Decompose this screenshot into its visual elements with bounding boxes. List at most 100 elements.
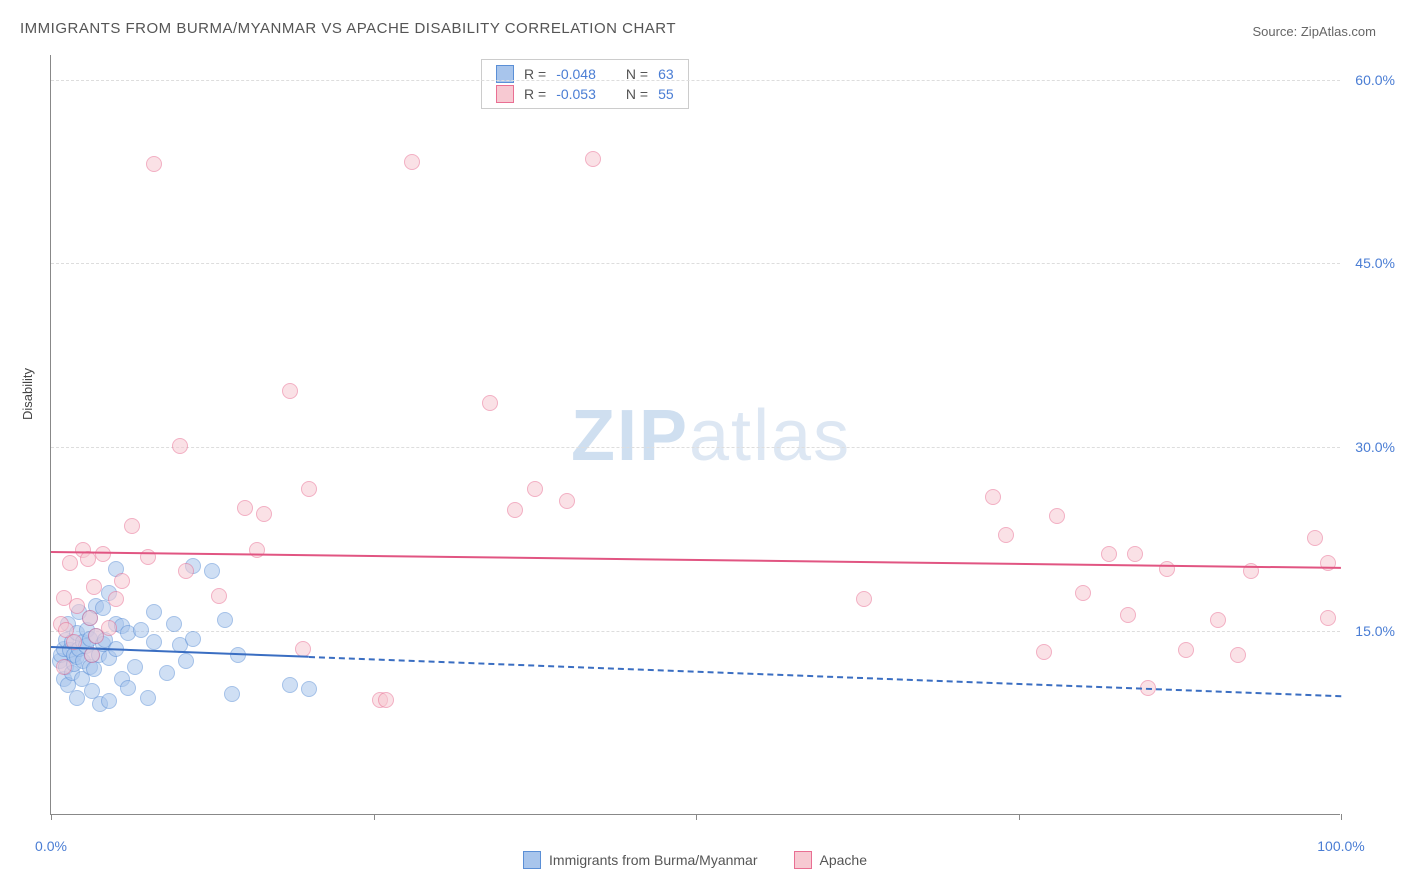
scatter-point-apache <box>69 598 85 614</box>
scatter-point-apache <box>56 659 72 675</box>
scatter-point-burma <box>133 622 149 638</box>
scatter-point-apache <box>82 610 98 626</box>
watermark-bold: ZIP <box>571 396 689 476</box>
scatter-point-apache <box>1307 530 1323 546</box>
legend-swatch-burma <box>523 851 541 869</box>
r-label: R = <box>524 86 546 102</box>
scatter-point-apache <box>140 549 156 565</box>
scatter-point-apache <box>95 546 111 562</box>
y-axis-title: Disability <box>20 368 35 420</box>
bottom-legend-item-apache: Apache <box>794 851 867 869</box>
trend-line-burma-dashed <box>309 656 1341 697</box>
scatter-point-apache <box>998 527 1014 543</box>
scatter-point-apache <box>507 502 523 518</box>
scatter-point-burma <box>146 634 162 650</box>
scatter-point-apache <box>1320 610 1336 626</box>
legend-swatch-apache <box>794 851 812 869</box>
scatter-point-apache <box>211 588 227 604</box>
n-label: N = <box>626 86 648 102</box>
legend-stats-row-burma: R = -0.048N = 63 <box>496 64 674 84</box>
scatter-point-apache <box>124 518 140 534</box>
scatter-point-apache <box>1230 647 1246 663</box>
x-tick <box>1019 814 1020 820</box>
scatter-point-apache <box>172 438 188 454</box>
y-tick-label: 60.0% <box>1355 72 1395 88</box>
y-tick-label: 15.0% <box>1355 623 1395 639</box>
bottom-legend: Immigrants from Burma/Myanmar Apache <box>50 851 1340 872</box>
scatter-point-apache <box>482 395 498 411</box>
chart-title: IMMIGRANTS FROM BURMA/MYANMAR VS APACHE … <box>20 20 676 37</box>
scatter-point-burma <box>204 563 220 579</box>
scatter-point-burma <box>224 686 240 702</box>
scatter-point-burma <box>282 677 298 693</box>
scatter-point-apache <box>856 591 872 607</box>
legend-label: Immigrants from Burma/Myanmar <box>549 852 757 868</box>
scatter-point-apache <box>1101 546 1117 562</box>
scatter-point-apache <box>404 154 420 170</box>
trend-line-apache <box>51 551 1341 569</box>
scatter-point-apache <box>985 489 1001 505</box>
scatter-point-apache <box>108 591 124 607</box>
scatter-point-apache <box>101 620 117 636</box>
scatter-point-apache <box>256 506 272 522</box>
gridline-horizontal <box>51 447 1340 448</box>
watermark: ZIPatlas <box>571 395 851 477</box>
scatter-point-burma <box>86 661 102 677</box>
scatter-point-burma <box>69 690 85 706</box>
scatter-point-apache <box>585 151 601 167</box>
scatter-point-apache <box>237 500 253 516</box>
scatter-point-apache <box>1178 642 1194 658</box>
y-tick-label: 45.0% <box>1355 255 1395 271</box>
scatter-point-apache <box>114 573 130 589</box>
x-tick <box>1341 814 1342 820</box>
legend-label: Apache <box>820 852 867 868</box>
bottom-legend-item-burma: Immigrants from Burma/Myanmar <box>523 851 757 869</box>
gridline-horizontal <box>51 80 1340 81</box>
scatter-point-apache <box>301 481 317 497</box>
scatter-point-apache <box>146 156 162 172</box>
scatter-point-apache <box>1049 508 1065 524</box>
legend-stats-box: R = -0.048N = 63 R = -0.053 N = 55 <box>481 59 689 109</box>
x-tick <box>51 814 52 820</box>
scatter-point-burma <box>146 604 162 620</box>
scatter-point-burma <box>159 665 175 681</box>
scatter-point-burma <box>101 693 117 709</box>
scatter-point-apache <box>559 493 575 509</box>
scatter-point-apache <box>249 542 265 558</box>
source-label: Source: <box>1252 24 1300 39</box>
gridline-horizontal <box>51 263 1340 264</box>
watermark-light: atlas <box>689 396 851 476</box>
n-value: 55 <box>658 86 674 102</box>
scatter-point-burma <box>127 659 143 675</box>
x-tick <box>374 814 375 820</box>
scatter-point-apache <box>1120 607 1136 623</box>
scatter-point-apache <box>378 692 394 708</box>
r-value: -0.053 <box>556 86 596 102</box>
scatter-point-apache <box>1127 546 1143 562</box>
chart-plot-area: ZIPatlas R = -0.048N = 63 R = -0.053 N = 5… <box>50 55 1340 815</box>
scatter-point-burma <box>178 653 194 669</box>
source-attribution: Source: ZipAtlas.com <box>1252 24 1376 39</box>
scatter-point-apache <box>295 641 311 657</box>
scatter-point-apache <box>62 555 78 571</box>
x-tick <box>696 814 697 820</box>
scatter-point-burma <box>120 680 136 696</box>
y-tick-label: 30.0% <box>1355 439 1395 455</box>
scatter-point-apache <box>282 383 298 399</box>
legend-stats-row-apache: R = -0.053 N = 55 <box>496 84 674 104</box>
scatter-point-burma <box>166 616 182 632</box>
scatter-point-apache <box>1036 644 1052 660</box>
gridline-horizontal <box>51 631 1340 632</box>
scatter-point-apache <box>86 579 102 595</box>
source-value: ZipAtlas.com <box>1301 24 1376 39</box>
scatter-point-apache <box>178 563 194 579</box>
scatter-point-apache <box>1210 612 1226 628</box>
scatter-point-burma <box>185 631 201 647</box>
legend-swatch-apache <box>496 85 514 103</box>
scatter-point-burma <box>140 690 156 706</box>
scatter-point-apache <box>1159 561 1175 577</box>
scatter-point-apache <box>1075 585 1091 601</box>
scatter-point-burma <box>217 612 233 628</box>
scatter-point-burma <box>301 681 317 697</box>
scatter-point-apache <box>527 481 543 497</box>
